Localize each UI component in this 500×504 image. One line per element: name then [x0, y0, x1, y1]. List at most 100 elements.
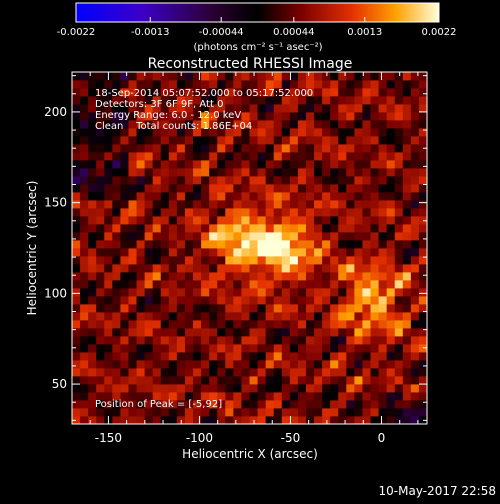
heatmap-cell — [160, 176, 170, 185]
heatmap-cell — [160, 328, 170, 337]
heatmap-cell — [209, 128, 218, 137]
heatmap-cell — [88, 184, 97, 193]
heatmap-cell — [386, 304, 396, 313]
heatmap-cell — [418, 80, 428, 89]
heatmap-cell — [112, 344, 121, 353]
heatmap-cell — [370, 408, 379, 417]
heatmap-cell — [233, 264, 242, 273]
heatmap-cell — [209, 344, 218, 353]
heatmap-cell — [88, 288, 97, 297]
heatmap-cell — [193, 160, 202, 169]
heatmap-cell — [314, 112, 323, 121]
heatmap-cell — [72, 272, 81, 281]
heatmap-cell — [289, 216, 299, 225]
heatmap-cell — [217, 304, 226, 313]
heatmap-cell — [152, 240, 162, 249]
heatmap-cell — [160, 408, 170, 417]
heatmap-cell — [418, 288, 428, 297]
heatmap-cell — [314, 280, 323, 289]
heatmap-cell — [120, 240, 129, 249]
heatmap-cell — [160, 264, 170, 273]
heatmap-cell — [201, 200, 210, 209]
heatmap-cell — [209, 200, 218, 209]
heatmap-cell — [96, 216, 105, 225]
heatmap-cell — [370, 320, 379, 329]
heatmap-cell — [402, 360, 412, 369]
heatmap-cell — [410, 104, 420, 113]
heatmap-cell — [201, 152, 210, 161]
heatmap-cell — [201, 96, 210, 105]
heatmap-cell — [362, 152, 371, 161]
heatmap-cell — [257, 360, 267, 369]
heatmap-cell — [104, 392, 113, 401]
heatmap-cell — [257, 320, 267, 329]
heatmap-cell — [88, 376, 97, 385]
heatmap-cell — [144, 368, 154, 377]
heatmap-cell — [297, 224, 307, 233]
heatmap-cell — [128, 248, 137, 257]
heatmap-cell — [201, 256, 210, 265]
heatmap-cell — [120, 176, 129, 185]
heatmap-cell — [241, 304, 250, 313]
heatmap-cell — [354, 272, 363, 281]
heatmap-cell — [418, 112, 428, 121]
heatmap-cell — [330, 104, 339, 113]
heatmap-cell — [362, 72, 371, 81]
heatmap-cell — [184, 184, 194, 193]
heatmap-cell — [338, 120, 347, 129]
heatmap-cell — [193, 144, 202, 153]
heatmap-cell — [281, 384, 291, 393]
heatmap-cell — [402, 416, 412, 425]
heatmap-cell — [257, 96, 267, 105]
heatmap-cell — [338, 160, 347, 169]
heatmap-cell — [402, 112, 412, 121]
heatmap-cell — [104, 280, 113, 289]
heatmap-cell — [168, 400, 178, 409]
heatmap-cell — [257, 408, 267, 417]
heatmap-cell — [225, 360, 234, 369]
heatmap-cell — [136, 184, 146, 193]
heatmap-cell — [168, 352, 178, 361]
heatmap-cell — [249, 192, 258, 201]
heatmap-cell — [289, 336, 299, 345]
heatmap-cell — [354, 320, 363, 329]
heatmap-cell — [136, 408, 146, 417]
heatmap-cell — [410, 296, 420, 305]
heatmap-cell — [394, 384, 404, 393]
heatmap-cell — [370, 392, 379, 401]
heatmap-cell — [241, 312, 250, 321]
heatmap-cell — [144, 120, 154, 129]
heatmap-cell — [168, 256, 178, 265]
heatmap-cell — [297, 336, 307, 345]
heatmap-cell — [402, 88, 412, 97]
heatmap-cell — [394, 168, 404, 177]
heatmap-cell — [314, 360, 323, 369]
heatmap-cell — [233, 96, 242, 105]
heatmap-cell — [104, 240, 113, 249]
heatmap-cell — [265, 128, 275, 137]
heatmap-cell — [314, 104, 323, 113]
heatmap-cell — [257, 72, 267, 81]
heatmap-cell — [410, 248, 420, 257]
heatmap-cell — [322, 200, 331, 209]
heatmap-cell — [281, 96, 291, 105]
heatmap-cell — [72, 208, 81, 217]
heatmap-cell — [281, 256, 291, 265]
heatmap-cell — [418, 120, 428, 129]
heatmap-cell — [152, 176, 162, 185]
heatmap-cell — [378, 408, 388, 417]
heatmap-cell — [297, 264, 307, 273]
annotation-clean-counts: Clean Total counts: 1.86E+04 — [95, 121, 252, 132]
heatmap-cell — [120, 272, 129, 281]
heatmap-cell — [265, 224, 275, 233]
heatmap-cell — [402, 280, 412, 289]
heatmap-cell — [225, 128, 234, 137]
heatmap-cell — [354, 208, 363, 217]
heatmap-cell — [176, 368, 186, 377]
heatmap-cell — [314, 416, 323, 425]
heatmap-cell — [265, 288, 275, 297]
heatmap-cell — [193, 232, 202, 241]
heatmap-cell — [112, 104, 121, 113]
heatmap-cell — [265, 272, 275, 281]
heatmap-cell — [370, 168, 379, 177]
